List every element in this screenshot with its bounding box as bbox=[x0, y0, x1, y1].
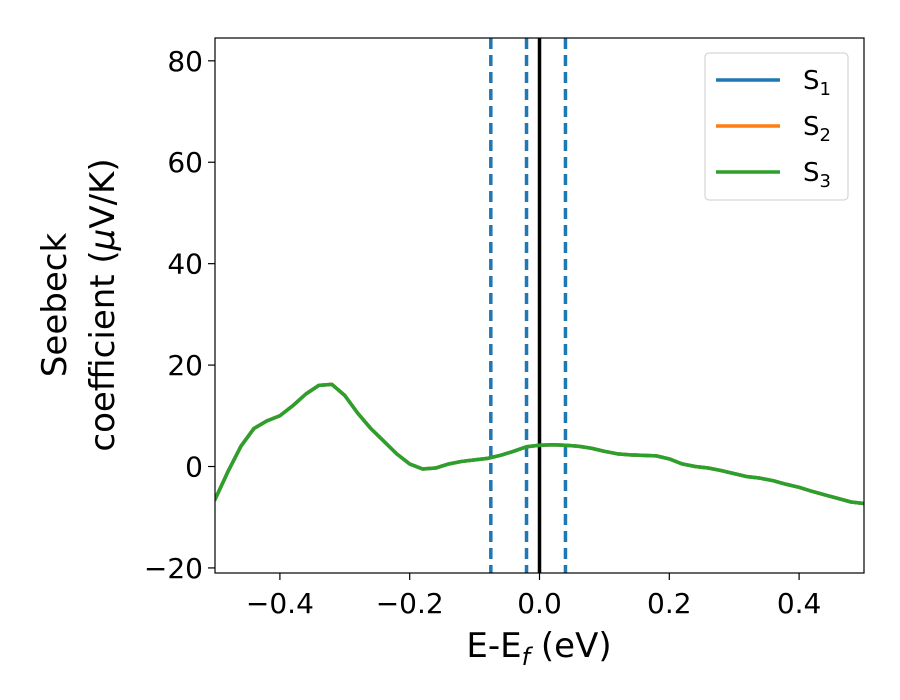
x-tick-label: 0.0 bbox=[517, 587, 562, 620]
x-tick-label: 0.4 bbox=[777, 587, 822, 620]
legend-label-1: S1 bbox=[803, 66, 831, 100]
y-axis-label-unit: V/K) bbox=[83, 158, 123, 228]
plot-area bbox=[215, 38, 864, 573]
y-tick-label: 0 bbox=[185, 451, 203, 484]
y-tick-label: −20 bbox=[144, 552, 203, 585]
series-line-3 bbox=[215, 382, 864, 506]
y-tick-label: 60 bbox=[167, 146, 203, 179]
y-axis-label-text: coefficient ( bbox=[83, 250, 123, 451]
x-tick-label: 0.2 bbox=[647, 587, 692, 620]
y-axis-label-line2: coefficient (μV/K) bbox=[83, 158, 123, 451]
legend-label-3: S3 bbox=[803, 158, 831, 192]
y-tick-label: 20 bbox=[167, 349, 203, 382]
x-axis-label-unit: (eV) bbox=[530, 626, 612, 666]
legend: S1 S2 S3 bbox=[704, 52, 849, 201]
x-tick-label: −0.2 bbox=[376, 587, 444, 620]
x-axis-label: E-Ef (eV) bbox=[466, 626, 611, 671]
reference-lines bbox=[489, 38, 568, 573]
y-axis-label: Seebeck coefficient (μV/K) bbox=[35, 158, 123, 451]
y-axis-label-mu: μ bbox=[83, 229, 123, 252]
y-tick-label: 80 bbox=[167, 45, 203, 78]
series-lines bbox=[215, 382, 864, 506]
x-axis-ticks: −0.4 −0.2 0.0 0.2 0.4 bbox=[246, 573, 821, 620]
y-tick-label: 40 bbox=[167, 248, 203, 281]
x-tick-label: −0.4 bbox=[246, 587, 314, 620]
y-axis-label-line1: Seebeck bbox=[35, 233, 75, 378]
legend-label-2: S2 bbox=[803, 112, 831, 146]
x-axis-label-main: E-E bbox=[466, 626, 521, 666]
y-axis-ticks: −20 0 20 40 60 80 bbox=[144, 45, 215, 585]
